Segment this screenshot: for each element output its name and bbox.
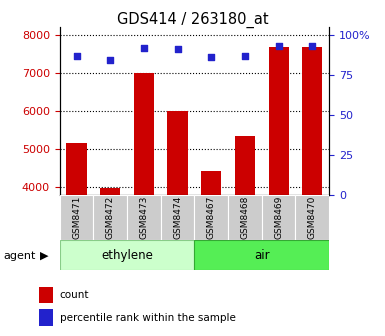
Text: GSM8473: GSM8473 <box>139 196 148 239</box>
Text: GSM8472: GSM8472 <box>106 196 115 239</box>
Point <box>208 54 214 60</box>
Point <box>74 53 80 58</box>
Text: ▶: ▶ <box>40 251 49 261</box>
Bar <box>167 111 188 195</box>
Text: air: air <box>254 249 270 262</box>
Text: GSM8468: GSM8468 <box>241 196 249 239</box>
Text: ethylene: ethylene <box>101 249 153 262</box>
FancyBboxPatch shape <box>296 195 329 240</box>
Bar <box>235 136 255 195</box>
Point <box>242 53 248 58</box>
Point <box>141 45 147 50</box>
Text: GSM8474: GSM8474 <box>173 196 182 239</box>
FancyBboxPatch shape <box>60 240 194 270</box>
Text: agent: agent <box>4 251 36 261</box>
Bar <box>201 171 221 195</box>
Bar <box>38 287 53 303</box>
FancyBboxPatch shape <box>93 195 127 240</box>
Text: GSM8470: GSM8470 <box>308 196 317 239</box>
Bar <box>302 47 323 195</box>
FancyBboxPatch shape <box>228 195 262 240</box>
Bar <box>66 142 87 195</box>
Text: GSM8471: GSM8471 <box>72 196 81 239</box>
Text: GSM8469: GSM8469 <box>274 196 283 239</box>
Text: percentile rank within the sample: percentile rank within the sample <box>60 312 236 323</box>
Bar <box>38 309 53 326</box>
FancyBboxPatch shape <box>262 195 296 240</box>
FancyBboxPatch shape <box>194 195 228 240</box>
Text: GSM8467: GSM8467 <box>207 196 216 239</box>
Bar <box>100 188 120 195</box>
FancyBboxPatch shape <box>60 195 93 240</box>
Text: count: count <box>60 290 89 300</box>
FancyBboxPatch shape <box>194 240 329 270</box>
Point <box>174 47 181 52</box>
Bar <box>269 47 289 195</box>
Text: GDS414 / 263180_at: GDS414 / 263180_at <box>117 12 268 28</box>
Point <box>107 58 113 63</box>
FancyBboxPatch shape <box>127 195 161 240</box>
FancyBboxPatch shape <box>161 195 194 240</box>
Point <box>276 43 282 49</box>
Bar <box>134 73 154 195</box>
Point <box>309 43 315 49</box>
